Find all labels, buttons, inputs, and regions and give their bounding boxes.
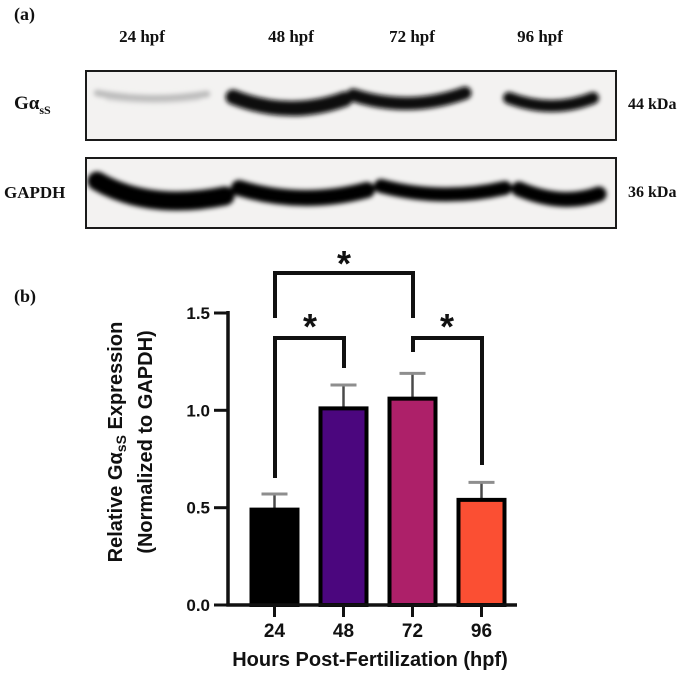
blot-image-gapdh bbox=[85, 157, 617, 229]
x-axis-title: Hours Post-Fertilization (hpf) bbox=[232, 649, 508, 671]
y-tick-label-1_5: 1.5 bbox=[186, 304, 210, 323]
x-cat-label-72: 72 bbox=[402, 621, 423, 642]
protein-subscript: sS bbox=[39, 102, 51, 117]
band-gas-24hpf-faint bbox=[93, 89, 211, 102]
y-axis-title-line2: (Normalized to GAPDH) bbox=[135, 330, 157, 553]
y-tick-label-0_5: 0.5 bbox=[186, 499, 210, 518]
asterisk-24-72: * bbox=[337, 243, 351, 284]
x-cat-label-48: 48 bbox=[333, 621, 354, 642]
lane-label-48hpf: 48 hpf bbox=[268, 27, 314, 46]
mw-label-36kda: 36 kDa bbox=[628, 184, 677, 201]
y-axis-title-line1: Relative GαsS Expression bbox=[105, 322, 129, 563]
lane-label-24hpf: 24 hpf bbox=[119, 27, 165, 46]
band-gapdh-96hpf bbox=[511, 181, 607, 207]
panel-a-label: (a) bbox=[14, 4, 35, 24]
y-title-suffix: Expression bbox=[105, 322, 127, 435]
x-cat-label-24: 24 bbox=[264, 621, 286, 642]
y-tick-label-1_0: 1.0 bbox=[186, 401, 210, 420]
x-cat-label-96: 96 bbox=[471, 621, 492, 642]
blot-row-label-gas: GαsS bbox=[14, 93, 51, 118]
bar-96hpf bbox=[456, 497, 507, 608]
bracket-72-96 bbox=[411, 336, 484, 465]
band-gapdh-24hpf bbox=[87, 171, 235, 211]
protein-name: Gα bbox=[14, 93, 40, 114]
bar-24hpf bbox=[249, 507, 300, 607]
band-gapdh-72hpf bbox=[374, 179, 512, 202]
significance-brackets bbox=[273, 271, 484, 478]
bracket-24-72 bbox=[273, 271, 415, 318]
asterisk-72-96: * bbox=[440, 306, 454, 347]
y-title-prefix: Relative Gα bbox=[105, 451, 127, 562]
bar-48hpf bbox=[318, 406, 369, 607]
blot-image-gas bbox=[85, 70, 617, 141]
axes bbox=[214, 311, 517, 617]
y-tick-label-0_0: 0.0 bbox=[186, 596, 210, 615]
lane-label-96hpf: 96 hpf bbox=[517, 27, 563, 46]
bar-72hpf bbox=[387, 396, 438, 607]
asterisk-24-48: * bbox=[303, 306, 317, 347]
mw-label-44kda: 44 kDa bbox=[628, 96, 677, 113]
panel-b-label: (b) bbox=[14, 286, 36, 306]
blot-bands-gas bbox=[93, 86, 599, 117]
band-gas-72hpf bbox=[346, 86, 472, 111]
band-gapdh-48hpf bbox=[231, 180, 375, 206]
band-gas-96hpf bbox=[503, 92, 599, 112]
bracket-24-48 bbox=[273, 336, 346, 478]
bars-group bbox=[249, 371, 507, 608]
bar-chart: * * * 1.5 1.0 0.5 0.0 24 48 72 96 bbox=[105, 243, 517, 671]
band-gas-24hpf-faint-echo bbox=[105, 97, 201, 104]
blot-bands-gapdh bbox=[87, 171, 607, 211]
lane-label-72hpf: 72 hpf bbox=[389, 27, 435, 46]
blot-row-label-gapdh: GAPDH bbox=[4, 183, 66, 202]
band-gas-48hpf bbox=[225, 89, 353, 117]
y-title-subscript: sS bbox=[113, 435, 129, 452]
